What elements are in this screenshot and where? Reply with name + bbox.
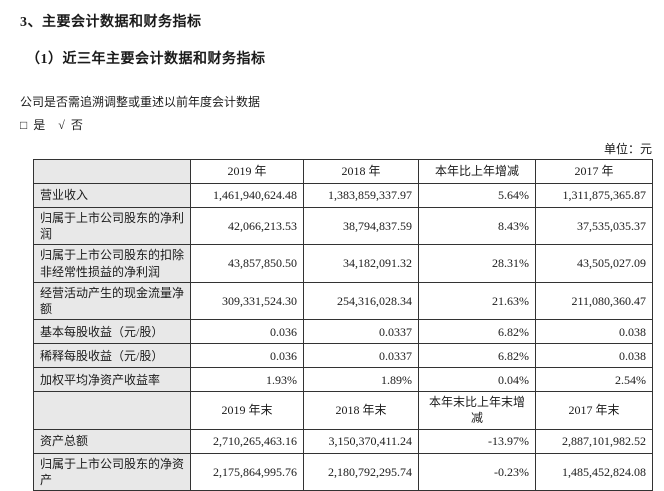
value-yoy-change: 6.82% (418, 343, 536, 369)
column-header-2017-end: 2017 年末 (535, 391, 653, 430)
value-2017: 2.54% (535, 367, 653, 393)
subsection-title: （1）近三年主要会计数据和财务指标 (26, 52, 266, 67)
row-label: 归属于上市公司股东的净资产 (33, 452, 191, 491)
value-2019: 2,710,265,463.16 (190, 428, 304, 454)
row-label: 稀释每股收益（元/股） (33, 343, 191, 369)
table-row-diluted-eps: 稀释每股收益（元/股） 0.036 0.0337 6.82% 0.038 (33, 343, 653, 369)
value-2019: 1.93% (190, 367, 304, 393)
value-2017: 37,535,035.37 (535, 206, 653, 246)
value-2019: 43,857,850.50 (190, 244, 304, 283)
table-row-total-assets: 资产总额 2,710,265,463.16 3,150,370,411.24 -… (33, 428, 653, 454)
value-yoy-change: 28.31% (418, 244, 536, 283)
value-2019: 0.036 (190, 343, 304, 369)
header-blank-cell (33, 159, 191, 184)
column-header-2018-end: 2018 年末 (303, 391, 419, 430)
value-yoy-change: 0.04% (418, 367, 536, 393)
row-label: 经营活动产生的现金流量净额 (33, 281, 191, 321)
table-row-weighted-avg-roe: 加权平均净资产收益率 1.93% 1.89% 0.04% 2.54% (33, 367, 653, 393)
column-header-2018: 2018 年 (303, 159, 419, 184)
value-2017: 211,080,360.47 (535, 281, 653, 321)
table-row-operating-cash-flow: 经营活动产生的现金流量净额 309,331,524.30 254,316,028… (33, 281, 653, 321)
value-2017: 0.038 (535, 343, 653, 369)
value-2018: 2,180,792,295.74 (303, 452, 419, 491)
no-option-label: 否 (70, 118, 83, 132)
row-label: 归属于上市公司股东的净利润 (33, 206, 191, 246)
row-label: 营业收入 (33, 183, 191, 208)
section-title: 3、主要会计数据和财务指标 (20, 15, 202, 30)
restatement-note: 公司是否需追溯调整或重述以前年度会计数据 (20, 95, 261, 109)
value-2019: 42,066,213.53 (190, 206, 304, 246)
value-2017: 43,505,027.09 (535, 244, 653, 283)
yes-option-label: 是 (33, 118, 46, 132)
value-2019: 0.036 (190, 319, 304, 345)
column-header-yoy-change: 本年比上年增减 (418, 159, 536, 184)
column-header-year-end-change: 本年末比上年末增减 (418, 391, 536, 430)
column-header-2017: 2017 年 (535, 159, 653, 184)
value-yoy-change: 6.82% (418, 319, 536, 345)
table-row-net-profit: 归属于上市公司股东的净利润 42,066,213.53 38,794,837.5… (33, 206, 653, 246)
column-header-2019: 2019 年 (190, 159, 304, 184)
table-header-row-year-end: 2019 年末 2018 年末 本年末比上年末增减 2017 年末 (33, 391, 653, 430)
row-label: 基本每股收益（元/股） (33, 319, 191, 345)
value-2017: 2,887,101,982.52 (535, 428, 653, 454)
value-2017: 0.038 (535, 319, 653, 345)
table-row-basic-eps: 基本每股收益（元/股） 0.036 0.0337 6.82% 0.038 (33, 319, 653, 345)
header-blank-cell (33, 391, 191, 430)
value-2018: 1.89% (303, 367, 419, 393)
financial-indicators-table: 2019 年 2018 年 本年比上年增减 2017 年 营业收入 1,461,… (33, 159, 653, 491)
value-2018: 34,182,091.32 (303, 244, 419, 283)
restatement-choice: □ 是 √ 否 (20, 116, 664, 133)
value-2018: 1,383,859,337.97 (303, 183, 419, 208)
value-2019: 2,175,864,995.76 (190, 452, 304, 491)
value-yoy-change: 8.43% (418, 206, 536, 246)
value-2018: 38,794,837.59 (303, 206, 419, 246)
row-label: 资产总额 (33, 428, 191, 454)
value-yoy-change: -0.23% (418, 452, 536, 491)
table-row-net-profit-excl-nonrecurring: 归属于上市公司股东的扣除非经常性损益的净利润 43,857,850.50 34,… (33, 244, 653, 283)
table-row-net-assets: 归属于上市公司股东的净资产 2,175,864,995.76 2,180,792… (33, 452, 653, 491)
value-yoy-change: 21.63% (418, 281, 536, 321)
value-2018: 3,150,370,411.24 (303, 428, 419, 454)
table-header-row-annual: 2019 年 2018 年 本年比上年增减 2017 年 (33, 159, 653, 184)
checkbox-unchecked-icon: □ (20, 118, 28, 132)
unit-label: 单位：元 (603, 142, 652, 156)
row-label: 归属于上市公司股东的扣除非经常性损益的净利润 (33, 244, 191, 283)
value-2017: 1,311,875,365.87 (535, 183, 653, 208)
value-yoy-change: -13.97% (418, 428, 536, 454)
value-2018: 0.0337 (303, 319, 419, 345)
value-2019: 1,461,940,624.48 (190, 183, 304, 208)
value-2018: 254,316,028.34 (303, 281, 419, 321)
value-yoy-change: 5.64% (418, 183, 536, 208)
value-2019: 309,331,524.30 (190, 281, 304, 321)
column-header-2019-end: 2019 年末 (190, 391, 304, 430)
row-label: 加权平均净资产收益率 (33, 367, 191, 393)
value-2018: 0.0337 (303, 343, 419, 369)
table-row-revenue: 营业收入 1,461,940,624.48 1,383,859,337.97 5… (33, 183, 653, 208)
checkmark-icon: √ (58, 118, 65, 132)
value-2017: 1,485,452,824.08 (535, 452, 653, 491)
